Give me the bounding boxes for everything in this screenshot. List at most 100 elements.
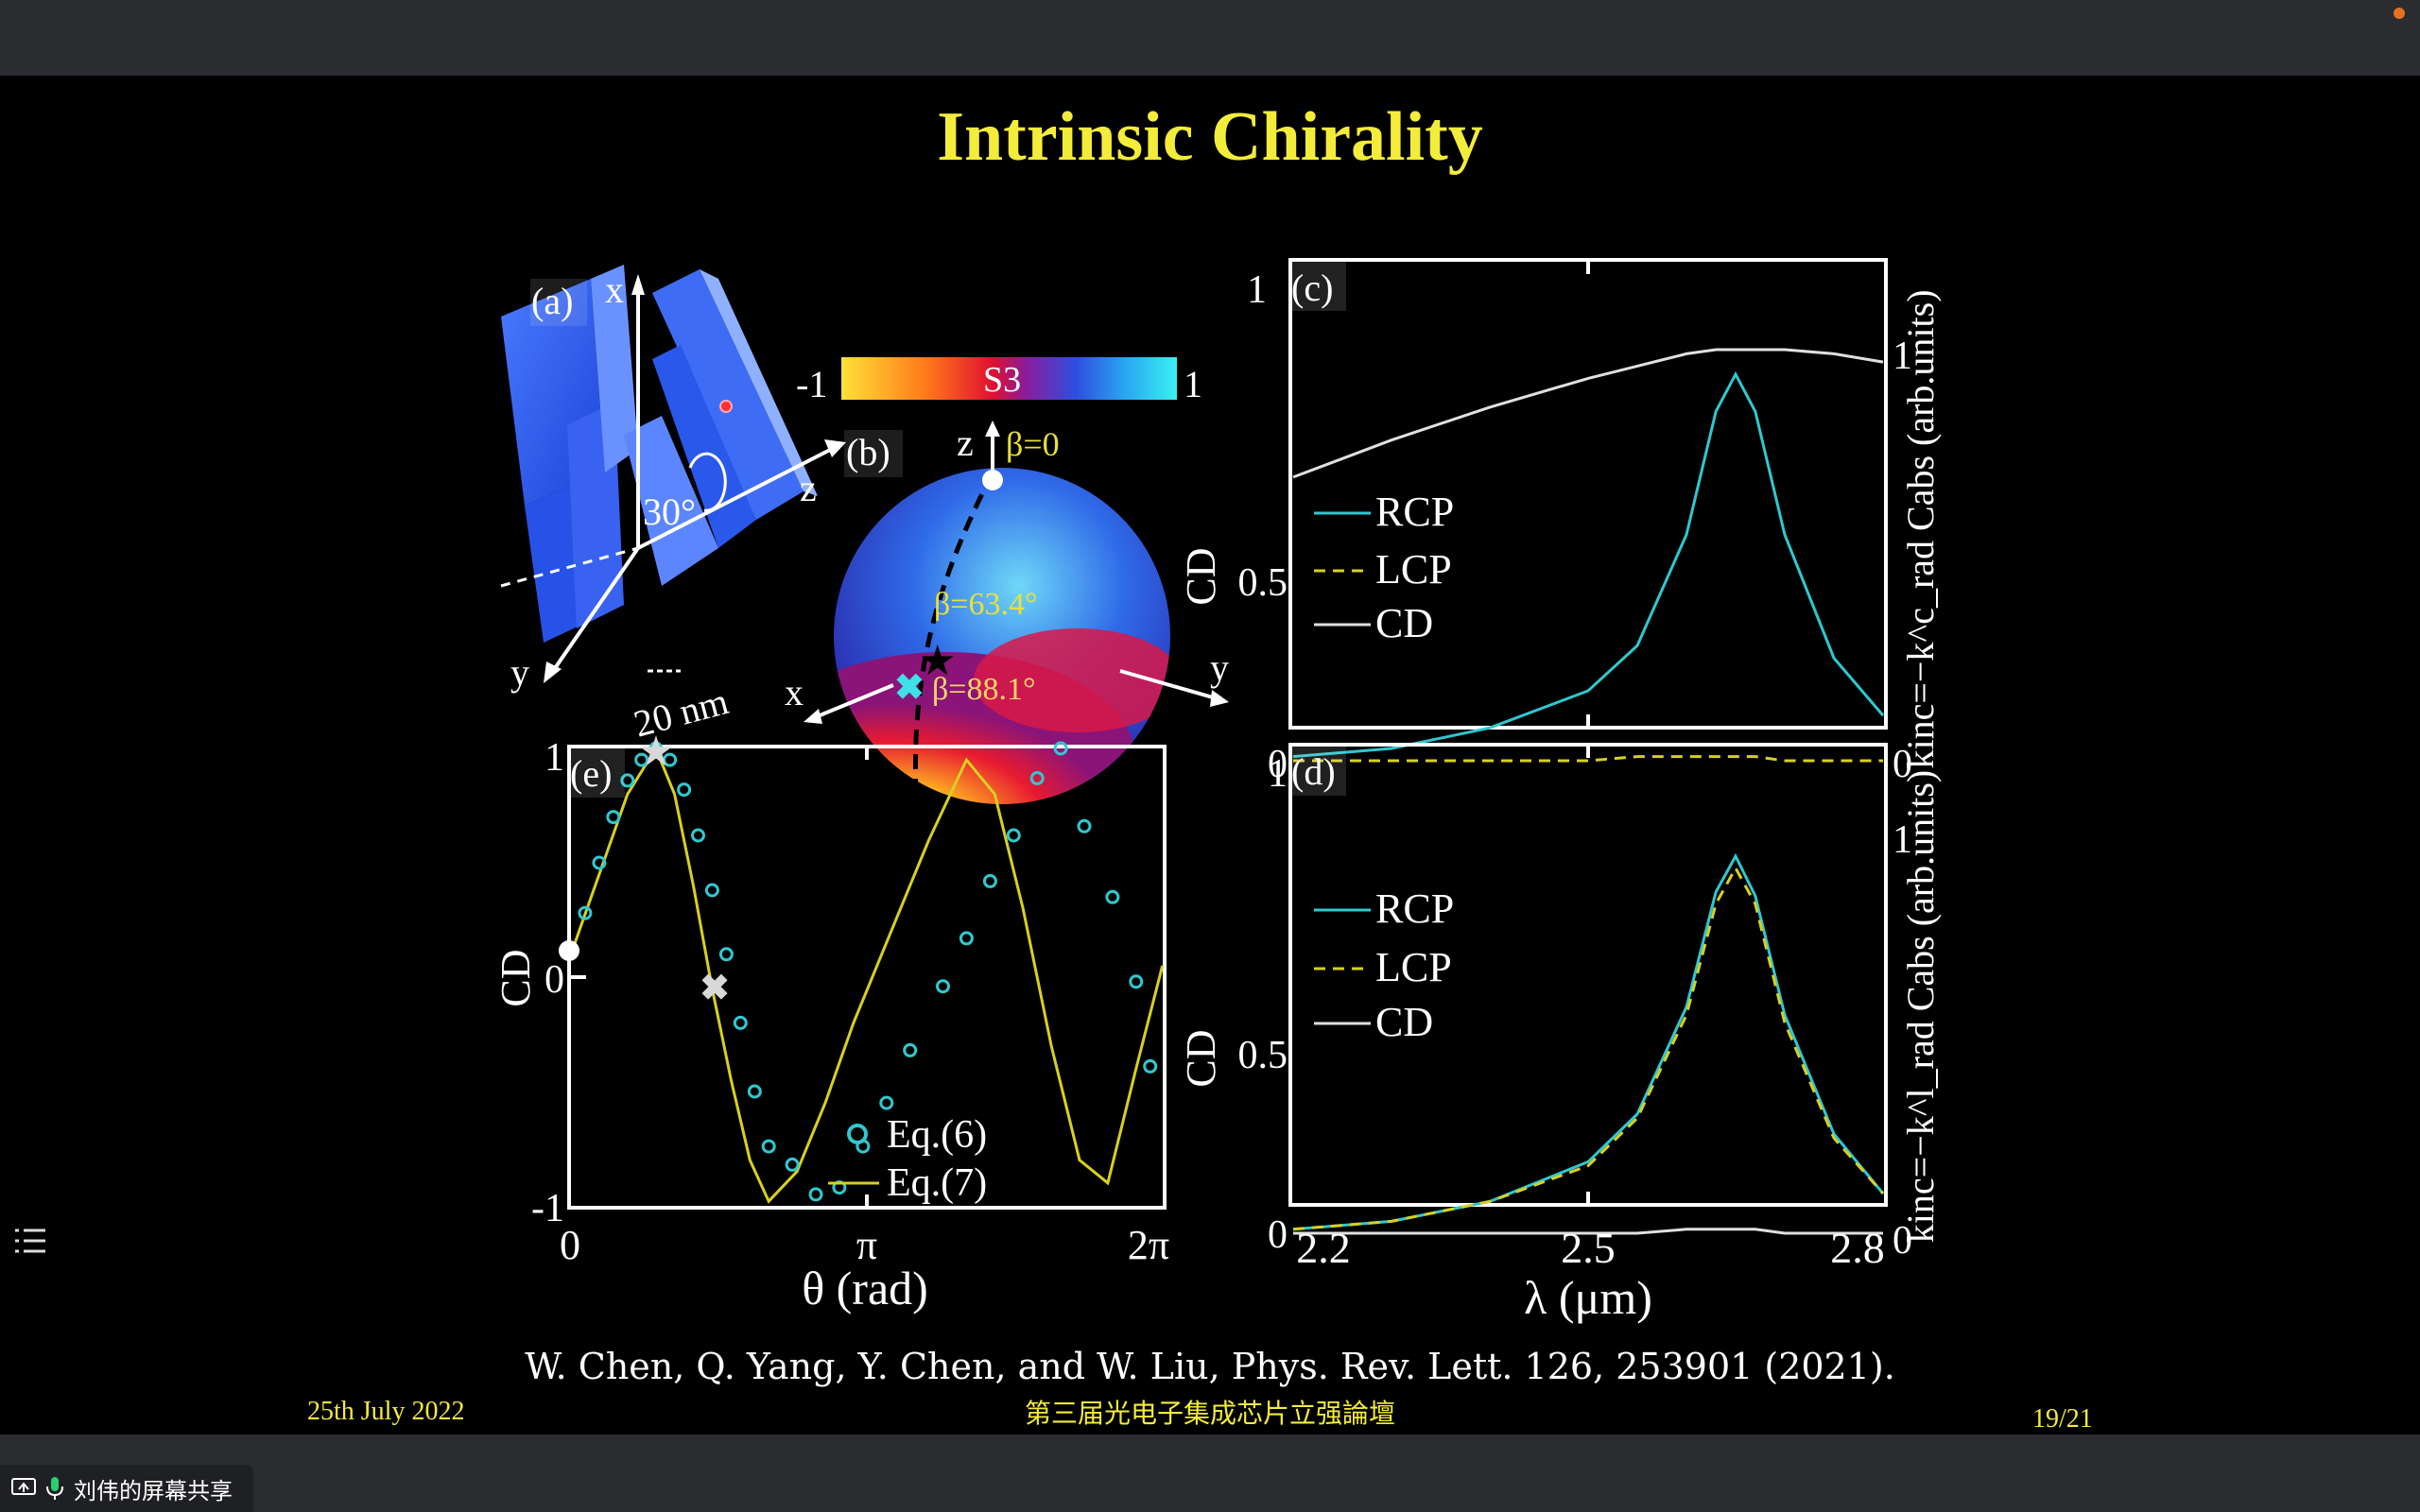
panel-e-ytick-m1: -1	[531, 1187, 564, 1230]
eq6-marker	[704, 883, 719, 898]
eq6-marker	[761, 1139, 776, 1154]
panel-b-tag: (b)	[846, 431, 890, 473]
panel-c-chart	[1288, 258, 1888, 763]
panel-c-ylabel: CD	[1178, 547, 1224, 605]
eq6-marker	[677, 782, 692, 798]
panel-c-ytick-1: 1	[1247, 268, 1267, 312]
panel-b-x-label: x	[785, 671, 804, 713]
panel-d-legend-cd: CD	[1375, 999, 1433, 1045]
colorbar-label: S3	[983, 360, 1021, 400]
panel-d-ylabel: CD	[1178, 1029, 1224, 1087]
panel-d-chart	[1288, 743, 1888, 1235]
panel-e-ylabel: CD	[493, 949, 539, 1006]
eq6-marker	[1053, 741, 1068, 756]
eq6-marker	[903, 1042, 918, 1057]
screen-share-label: 刘伟的屏幕共享	[74, 1477, 233, 1504]
panel-c-tag: (c)	[1291, 266, 1333, 309]
colorbar	[841, 357, 1177, 400]
panel-c-rtick-0: 0	[1893, 743, 1912, 786]
panel-e-eq6-markers	[578, 741, 1158, 1202]
panel-d-xtick-28: 2.8	[1830, 1224, 1885, 1272]
eq6-marker	[1143, 1058, 1158, 1074]
panel-d-ytick-05: 0.5	[1238, 1034, 1288, 1077]
panel-e-ytick-0: 0	[544, 958, 564, 1002]
beta-88-label: β=88.1°	[932, 672, 1036, 707]
panel-a-angle-label: 30°	[643, 490, 696, 533]
panel-c-legend-rcp: RCP	[1375, 489, 1454, 535]
panel-d-legend-lcp: LCP	[1375, 944, 1452, 990]
panel-d-xtick-25: 2.5	[1561, 1224, 1616, 1272]
panel-d-right-label: kinc=−k^l_rad Cabs (arb.units)	[1899, 770, 1942, 1243]
panel-c-rtick-1: 1	[1893, 335, 1912, 378]
panel-a-tag: (a)	[531, 280, 573, 322]
table-of-contents-button[interactable]	[13, 1225, 47, 1257]
screen-share-icon	[11, 1478, 36, 1495]
panel-c-legend-lcp: LCP	[1375, 546, 1452, 593]
panel-c-legend-cd: CD	[1375, 600, 1433, 646]
eq6-marker	[808, 1187, 823, 1202]
panel-d-ytick-0: 0	[1268, 1213, 1288, 1257]
eq6-marker	[648, 741, 664, 756]
svg-text:★: ★	[637, 729, 674, 775]
beta-0-label: β=0	[1006, 425, 1060, 463]
beta-63-label: β=63.4°	[934, 587, 1038, 622]
screen-share-indicator[interactable]: 刘伟的屏幕共享	[0, 1465, 253, 1512]
panel-c-rcp-line	[1292, 370, 1885, 759]
figure-panels: (a) x z y 30° 20 nm -1 1 S3 ★ ✖	[493, 258, 1942, 1324]
eq6-marker	[747, 1084, 762, 1099]
slide-title: Intrinsic Chirality	[937, 98, 1483, 176]
svg-text:★: ★	[919, 638, 956, 684]
svg-text:✖: ✖	[700, 969, 730, 1008]
recording-indicator	[2394, 8, 2405, 19]
panel-a-z-label: z	[800, 467, 817, 509]
eq6-marker	[785, 1157, 800, 1172]
viewer-top-bar	[0, 0, 2420, 76]
eq6-marker	[1029, 771, 1045, 785]
panel-e-tag: (e)	[570, 752, 612, 795]
panel-c-ytick-0: 0	[1268, 743, 1288, 786]
eq6-marker	[1077, 818, 1092, 833]
slide-page-number: 19/21	[2032, 1404, 2093, 1434]
panel-c-right-label: kinc=−k^c_rad Cabs (arb.units)	[1899, 289, 1942, 768]
slide-date: 25th July 2022	[307, 1397, 465, 1426]
panel-c-ytick-05: 0.5	[1238, 561, 1288, 605]
eq6-marker	[620, 773, 635, 788]
eq6-marker	[959, 931, 974, 946]
panel-e-ytick-1: 1	[544, 736, 564, 780]
panel-e-legend-eq7: Eq.(7)	[887, 1161, 987, 1205]
slide-citation: W. Chen, Q. Yang, Y. Chen, and W. Liu, P…	[525, 1346, 1895, 1387]
panel-d-rtick-1: 1	[1893, 818, 1912, 862]
panel-e-legend-eq6: Eq.(6)	[887, 1113, 987, 1157]
panel-b-z-label: z	[957, 421, 974, 464]
panel-e-xlabel: θ (rad)	[802, 1262, 928, 1314]
panel-e-xtick-2pi: 2π	[1128, 1222, 1169, 1268]
svg-text:✖: ✖	[894, 668, 925, 708]
panel-d-xlabel: λ (μm)	[1524, 1271, 1652, 1324]
eq6-marker	[1105, 889, 1120, 904]
panel-c-lcp-line	[1293, 755, 1883, 763]
panel-e-xtick-pi: π	[856, 1222, 877, 1268]
eq6-marker	[733, 1015, 748, 1030]
viewer-bottom-bar	[0, 1435, 2420, 1512]
panel-d-xtick-22: 2.2	[1296, 1224, 1351, 1272]
eq6-marker	[606, 810, 621, 825]
microphone-icon[interactable]	[45, 1476, 64, 1501]
eq6-marker	[982, 873, 997, 888]
panel-e-chart: ★ ✖	[559, 729, 1167, 1210]
panel-d-cd-line	[1293, 1228, 1883, 1235]
eq6-marker	[718, 947, 734, 962]
panel-a-y-label: y	[510, 651, 529, 694]
colorbar-min: -1	[796, 363, 827, 405]
panel-b-y-label: y	[1210, 646, 1229, 689]
panel-d-ytick-1: 1	[1268, 752, 1288, 796]
panel-d-tag: (d)	[1291, 750, 1336, 793]
panel-d-rcp-line	[1292, 852, 1885, 1231]
panel-e-xtick-0: 0	[560, 1222, 580, 1268]
eq6-marker	[663, 752, 678, 767]
eq6-marker	[578, 905, 593, 920]
list-icon	[15, 1228, 45, 1253]
slide-conference: 第三届光电子集成芯片立强論壇	[1024, 1398, 1395, 1429]
eq6-marker	[1129, 974, 1144, 989]
eq6-marker	[879, 1095, 894, 1110]
panel-e-eq7-line	[569, 745, 1165, 1204]
